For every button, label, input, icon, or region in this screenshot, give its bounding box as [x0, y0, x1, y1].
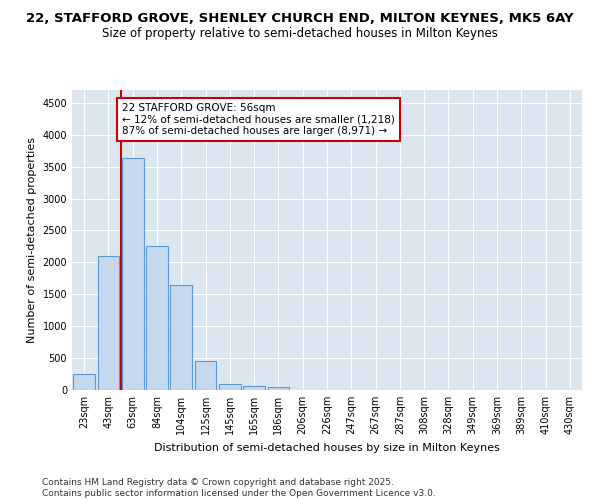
Bar [243, 386, 265, 390]
Bar [97, 256, 119, 390]
Text: Contains HM Land Registry data © Crown copyright and database right 2025.
Contai: Contains HM Land Registry data © Crown c… [42, 478, 436, 498]
Bar [122, 158, 143, 390]
Text: 22, STAFFORD GROVE, SHENLEY CHURCH END, MILTON KEYNES, MK5 6AY: 22, STAFFORD GROVE, SHENLEY CHURCH END, … [26, 12, 574, 26]
Bar [268, 388, 289, 390]
Bar [219, 384, 241, 390]
Bar [146, 246, 168, 390]
Bar [170, 286, 192, 390]
Text: Size of property relative to semi-detached houses in Milton Keynes: Size of property relative to semi-detach… [102, 28, 498, 40]
Text: 22 STAFFORD GROVE: 56sqm
← 12% of semi-detached houses are smaller (1,218)
87% o: 22 STAFFORD GROVE: 56sqm ← 12% of semi-d… [122, 103, 395, 136]
Bar [73, 374, 95, 390]
Bar [194, 362, 217, 390]
Y-axis label: Number of semi-detached properties: Number of semi-detached properties [27, 137, 37, 343]
X-axis label: Distribution of semi-detached houses by size in Milton Keynes: Distribution of semi-detached houses by … [154, 442, 500, 452]
